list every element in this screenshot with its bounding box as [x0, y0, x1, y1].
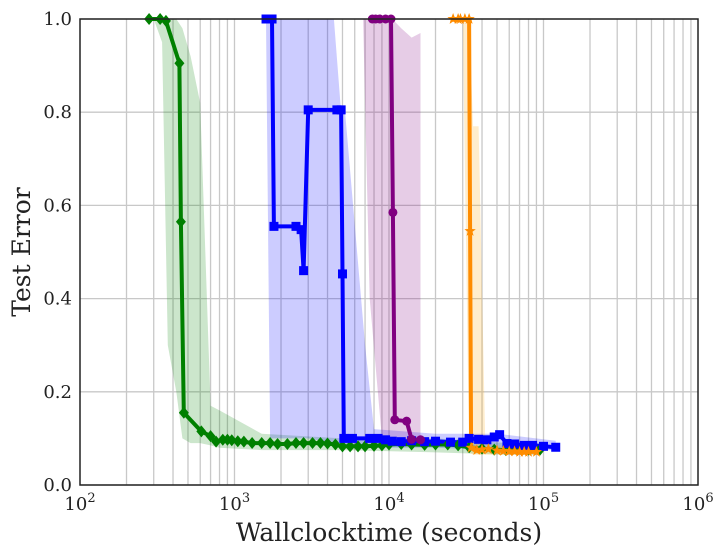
point-series-1 [489, 432, 499, 442]
point-series-1 [528, 440, 538, 450]
point-series-1 [495, 430, 505, 440]
point-series-3 [464, 225, 476, 236]
point-series-0 [337, 440, 348, 453]
y-tick-label: 0.4 [43, 289, 72, 310]
point-series-1 [339, 433, 349, 443]
point-series-1 [510, 439, 520, 449]
point-series-3 [482, 443, 495, 454]
point-series-2 [402, 416, 412, 426]
point-series-1 [299, 266, 309, 276]
point-series-1 [296, 225, 306, 235]
point-series-0 [322, 437, 333, 450]
point-series-1 [396, 437, 406, 447]
point-series-0 [265, 437, 276, 450]
x-tick-labels: 102 103 104 105 106 [64, 491, 713, 515]
point-series-2 [388, 207, 398, 217]
y-axis-title: Test Error [7, 187, 36, 317]
point-series-3 [465, 441, 477, 453]
point-series-0 [315, 437, 326, 450]
point-series-0 [238, 435, 249, 448]
y-tick-label: 1.0 [43, 9, 72, 30]
point-series-0 [175, 215, 186, 228]
point-series-0 [247, 437, 258, 450]
point-series-1 [539, 441, 548, 451]
y-tick-label: 0.6 [43, 195, 72, 216]
point-series-1 [445, 437, 455, 447]
point-series-0 [205, 430, 216, 443]
y-tick-label: 0.0 [43, 475, 72, 496]
point-series-3 [513, 445, 526, 457]
point-series-0 [330, 438, 341, 451]
point-series-1 [431, 436, 441, 446]
point-series-1 [303, 105, 313, 115]
point-series-2 [390, 415, 400, 425]
band-series-0 [153, 19, 541, 455]
point-series-1 [519, 440, 529, 450]
point-series-0 [178, 406, 189, 419]
point-series-3 [518, 445, 530, 457]
point-series-1 [269, 221, 279, 231]
x-tick-label: 105 [528, 491, 559, 515]
band-series-1 [261, 19, 556, 451]
point-series-0 [160, 14, 171, 27]
point-series-3 [476, 443, 488, 455]
y-tick-label: 0.8 [43, 102, 72, 123]
point-series-1 [502, 439, 512, 449]
point-series-0 [232, 435, 243, 448]
point-series-3 [497, 445, 510, 456]
point-series-2 [407, 434, 417, 444]
point-series-1 [482, 435, 492, 445]
point-series-0 [345, 440, 356, 453]
x-tick-label: 106 [682, 491, 713, 515]
point-series-1 [347, 433, 357, 443]
band-series-3 [450, 19, 537, 455]
point-series-1 [464, 433, 474, 443]
y-tick-labels: 0.0 0.2 0.4 0.6 0.8 1.0 [43, 9, 72, 496]
point-series-1 [551, 442, 561, 452]
point-series-0 [352, 440, 363, 453]
point-series-1 [381, 435, 391, 445]
y-tick-label: 0.2 [43, 382, 72, 403]
point-series-1 [387, 436, 397, 446]
point-series-0 [282, 437, 293, 450]
point-series-1 [474, 434, 484, 444]
point-series-3 [503, 445, 515, 457]
plot-frame [79, 18, 699, 486]
x-tick-label: 103 [219, 491, 250, 515]
point-series-0 [211, 435, 222, 448]
x-tick-label: 102 [64, 491, 95, 515]
point-series-1 [337, 269, 347, 279]
point-series-0 [196, 425, 207, 438]
x-tick-label: 104 [373, 491, 404, 515]
point-series-3 [530, 445, 543, 457]
point-series-3 [508, 445, 521, 457]
point-series-1 [365, 433, 375, 443]
point-series-3 [522, 445, 535, 457]
point-series-1 [336, 105, 346, 115]
point-series-1 [373, 433, 383, 443]
point-series-0 [307, 437, 318, 450]
point-series-0 [256, 437, 267, 450]
point-series-3 [491, 444, 503, 456]
point-series-0 [272, 437, 283, 450]
point-series-1 [291, 221, 301, 231]
point-series-0 [174, 57, 185, 70]
point-series-0 [298, 437, 309, 450]
point-series-1 [458, 437, 468, 447]
x-axis-title: Wallclocktime (seconds) [236, 518, 542, 547]
point-series-3 [471, 444, 483, 455]
point-series-0 [226, 434, 237, 447]
point-series-2 [416, 435, 426, 445]
point-series-0 [290, 437, 301, 450]
point-series-0 [360, 440, 371, 453]
